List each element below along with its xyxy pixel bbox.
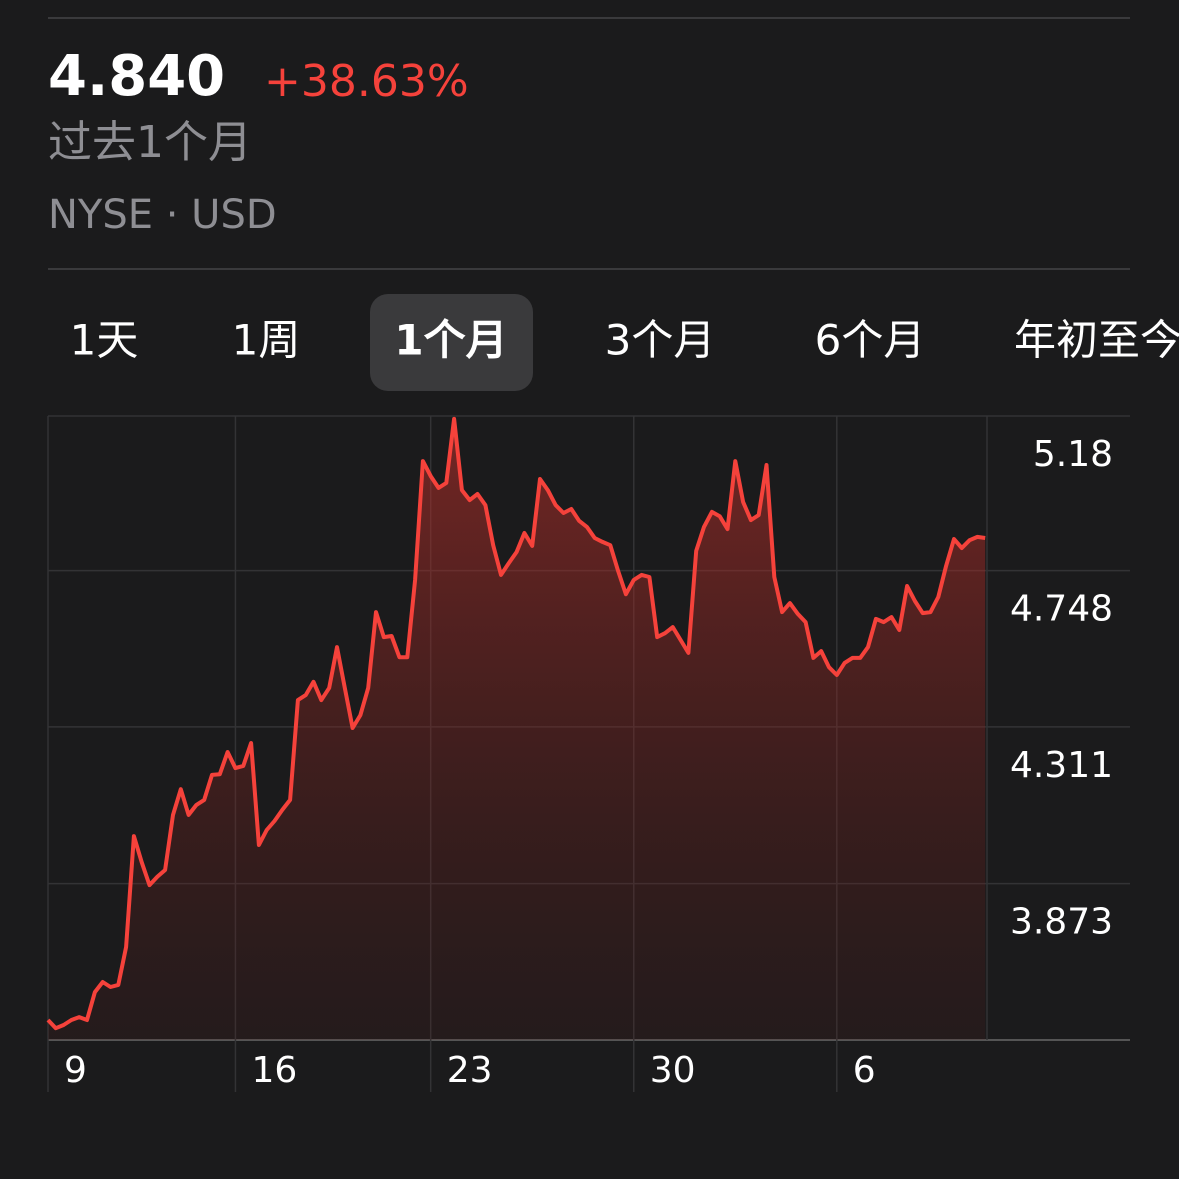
chart: 5.18 4.748 4.311 3.873 9 16 23 30 6 xyxy=(46,415,1130,1092)
y-tick-label: 4.748 xyxy=(1010,589,1113,630)
tab[interactable]: 1天 xyxy=(70,316,139,365)
range-tabs: 1天 1周 1个月 3个月 6个月 年初至今 xyxy=(70,294,1179,391)
tab[interactable]: 6个月 xyxy=(815,316,926,365)
tab[interactable]: 年初至今 xyxy=(1014,316,1179,365)
x-tick-label: 30 xyxy=(650,1050,696,1091)
x-tick-label: 16 xyxy=(251,1050,297,1091)
price-line xyxy=(46,416,986,1031)
period: 过去1个月 xyxy=(48,117,252,168)
tab[interactable]: 3个月 xyxy=(605,316,716,365)
y-tick-label: 3.873 xyxy=(1010,902,1113,943)
x-tick-label: 23 xyxy=(447,1050,493,1091)
y-tick-label: 5.18 xyxy=(1033,434,1113,475)
y-tick-label: 4.311 xyxy=(1010,745,1113,786)
x-tick-label: 6 xyxy=(853,1050,876,1091)
tab[interactable]: 1个月 xyxy=(394,316,507,365)
price: 4.840 xyxy=(48,44,225,109)
tab[interactable]: 1周 xyxy=(232,316,301,365)
x-tick-label: 9 xyxy=(64,1050,87,1091)
change: +38.63% xyxy=(264,56,469,107)
exchange: NYSE · USD xyxy=(48,192,277,238)
tab-selected-bg xyxy=(370,294,533,391)
area xyxy=(48,418,986,1040)
